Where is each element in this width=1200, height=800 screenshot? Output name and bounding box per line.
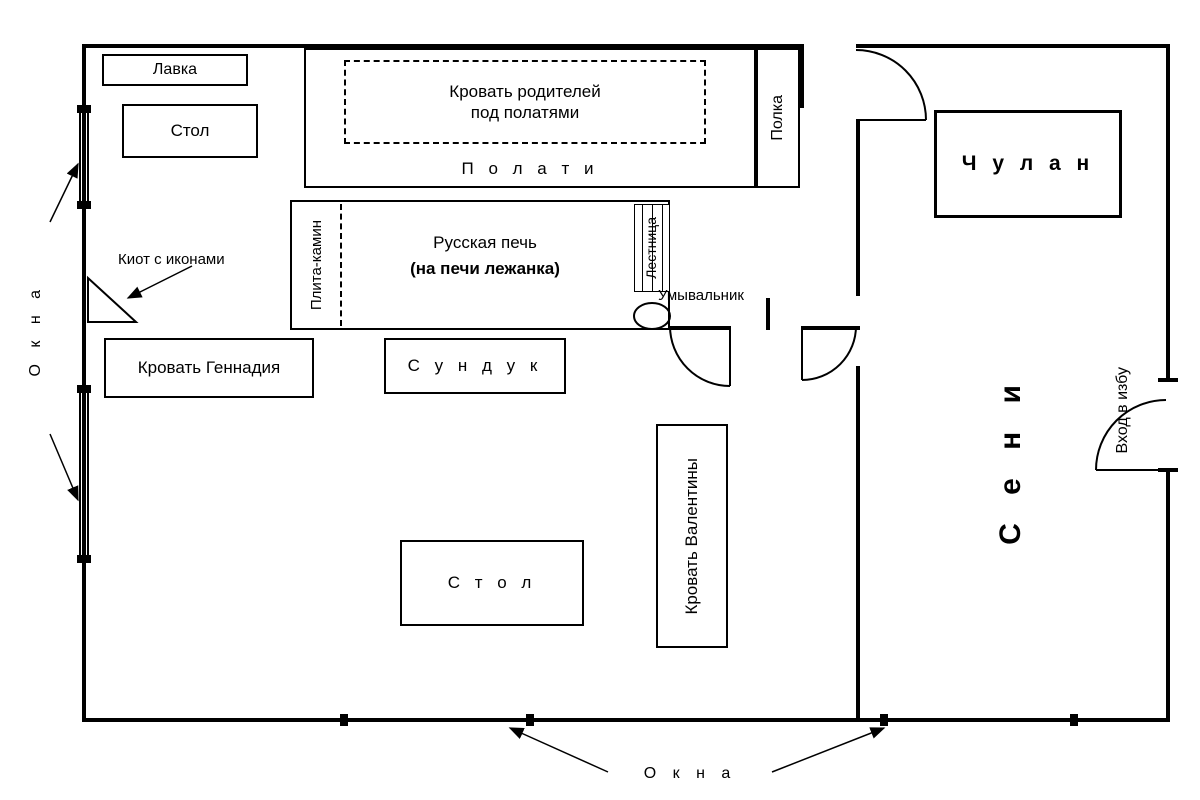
entrance-tick-bottom [1158, 468, 1178, 472]
wall-seni-bottom [856, 366, 860, 722]
wall-bottom [82, 718, 1170, 722]
wall-inner-h-left [670, 326, 730, 330]
box-bed-gennady: Кровать Геннадия [104, 338, 314, 398]
windows-bottom-label: О к н а [610, 760, 770, 788]
label-polati: П о л а т и [462, 158, 599, 179]
stairs-line3 [662, 204, 663, 292]
label-washstand: Умывальник [658, 287, 744, 306]
box-parents-bed: Кровать родителей под полатями [344, 60, 706, 144]
label-table1: Стол [171, 120, 210, 141]
wall-inner-h-right [802, 326, 860, 330]
box-trunk: С у н д у к [384, 338, 566, 394]
label-shelf: Полка [768, 95, 788, 141]
washstand-label: Умывальник [658, 286, 768, 306]
stairs-line1 [642, 204, 643, 292]
label-bench: Лавка [153, 60, 197, 80]
label-bed-gennady: Кровать Геннадия [138, 357, 280, 378]
wall-right-upper [1166, 44, 1170, 380]
box-table1: Стол [122, 104, 258, 158]
entrance-tick-top [1158, 378, 1178, 382]
label-windows-bottom: О к н а [644, 764, 737, 784]
box-bed-valentina: Кровать Валентины [656, 424, 728, 648]
icons-label: Киот с иконами [118, 250, 268, 270]
label-parents-bed: Кровать родителей под полатями [449, 81, 600, 124]
label-trunk: С у н д у к [408, 355, 543, 376]
wall-right-lower [1166, 470, 1170, 722]
floorplan-canvas: Лавка Стол Кровать родителей под полатям… [0, 0, 1200, 800]
stove-sub-label: (на печи лежанка) [355, 258, 615, 280]
wall-top-right [856, 44, 1170, 48]
label-icons: Киот с иконами [118, 251, 225, 270]
label-stove-sub: (на печи лежанка) [410, 258, 560, 279]
wall-stub-top [800, 44, 804, 108]
box-bench: Лавка [102, 54, 248, 86]
box-stove-plate: Плита-камин [294, 204, 342, 326]
label-closet: Ч у л а н [962, 151, 1094, 177]
box-closet: Ч у л а н [934, 110, 1122, 218]
label-bed-valentina: Кровать Валентины [681, 458, 702, 615]
entrance-label: Вход в избу [1108, 340, 1138, 480]
label-table2: С т о л [448, 572, 537, 593]
label-stove-main: Русская печь [433, 232, 537, 253]
wall-left [82, 44, 86, 722]
stairs-line2 [652, 204, 653, 292]
box-table2: С т о л [400, 540, 584, 626]
box-shelf: Полка [756, 48, 800, 188]
label-seni: С е н и [992, 375, 1030, 545]
label-polati-wrap: П о л а т и [304, 154, 756, 184]
label-windows-left: О к н а [26, 284, 46, 377]
label-stove-plate: Плита-камин [308, 220, 327, 310]
seni-label: С е н и [986, 340, 1036, 580]
windows-left-label: О к н а [22, 240, 50, 420]
wall-seni-top [856, 120, 860, 296]
label-entrance: Вход в избу [1113, 367, 1133, 454]
stove-main-label: Русская печь [355, 232, 615, 254]
